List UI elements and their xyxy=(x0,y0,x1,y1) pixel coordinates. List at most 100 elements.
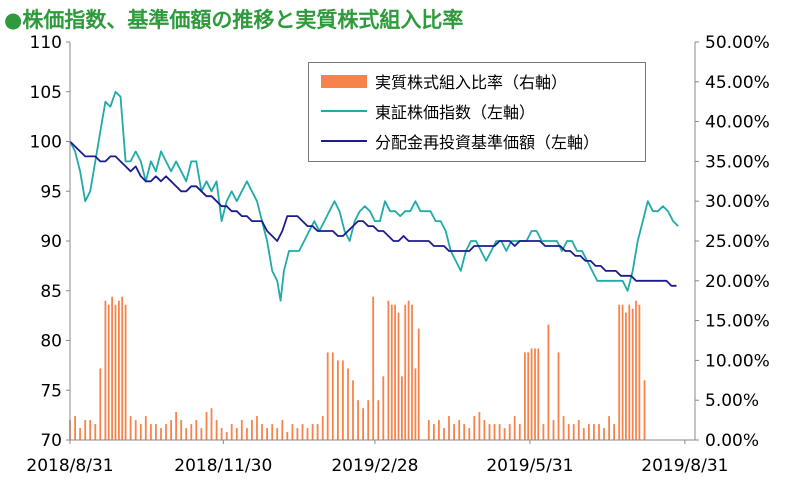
bar-118 xyxy=(631,308,634,440)
legend-swatch-bar xyxy=(321,74,367,88)
bar-106 xyxy=(577,420,580,440)
legend-swatch-topix xyxy=(321,110,367,112)
bar-77 xyxy=(438,420,440,440)
bar-4 xyxy=(89,420,92,440)
bar-39 xyxy=(256,416,258,440)
bar-105 xyxy=(572,424,575,440)
bar-37 xyxy=(246,428,248,440)
bar-48 xyxy=(301,424,304,440)
bar-12 xyxy=(121,296,124,440)
y-right-label-3: 35.00% xyxy=(705,152,770,172)
bar-61 xyxy=(367,400,370,440)
legend-label-topix: 東証株価指数（左軸） xyxy=(375,103,536,122)
bar-91 xyxy=(508,424,511,440)
bar-79 xyxy=(448,416,450,440)
bar-32 xyxy=(220,428,223,440)
bar-96 xyxy=(530,348,533,440)
bar-115 xyxy=(621,304,624,440)
bar-30 xyxy=(210,408,213,440)
legend: 実質株式組入比率（右軸） 東証株価指数（左軸） 分配金再投資基準価額（左軸） xyxy=(308,62,646,162)
bar-35 xyxy=(235,428,238,440)
bar-73 xyxy=(414,368,417,440)
bar-16 xyxy=(139,424,142,440)
bar-7 xyxy=(104,300,107,440)
bar-101 xyxy=(552,420,555,440)
legend-label-equity-ratio: 実質株式組入比率（右軸） xyxy=(375,73,568,92)
y-left-label-6: 80 xyxy=(40,332,62,352)
bar-47 xyxy=(296,428,299,440)
bar-66 xyxy=(390,304,393,440)
y-left-label-8: 70 xyxy=(40,431,62,451)
bar-20 xyxy=(160,428,162,440)
bar-71 xyxy=(407,300,410,440)
bars-layer xyxy=(69,296,646,440)
bar-65 xyxy=(387,300,390,440)
bar-56 xyxy=(342,360,344,440)
bar-50 xyxy=(311,424,314,440)
bar-112 xyxy=(608,416,610,440)
y-right-label-4: 30.00% xyxy=(705,192,770,212)
bar-45 xyxy=(286,432,289,440)
x-label-2: 2019/2/28 xyxy=(331,456,418,476)
x-label-4: 2019/8/31 xyxy=(641,456,728,476)
bar-60 xyxy=(362,408,364,440)
y-left-label-1: 105 xyxy=(30,83,62,103)
bar-28 xyxy=(200,428,203,440)
bar-13 xyxy=(124,304,127,440)
bar-94 xyxy=(524,352,526,440)
topix-line xyxy=(69,90,679,302)
x-label-3: 2019/5/31 xyxy=(486,456,573,476)
y-right-label-8: 10.00% xyxy=(705,351,770,371)
bar-21 xyxy=(165,424,167,440)
bar-98 xyxy=(537,348,540,440)
bar-102 xyxy=(557,352,560,440)
bar-92 xyxy=(513,416,516,440)
bar-2 xyxy=(79,428,81,440)
bar-15 xyxy=(134,420,137,440)
y-left-label-0: 110 xyxy=(30,33,62,53)
bar-33 xyxy=(225,432,228,440)
bar-5 xyxy=(94,424,97,440)
bar-68 xyxy=(397,312,400,440)
bar-121 xyxy=(643,380,646,440)
bar-19 xyxy=(155,424,157,440)
y-right-label-10: 0.00% xyxy=(705,431,759,451)
bar-34 xyxy=(230,424,233,440)
bar-88 xyxy=(493,424,496,440)
bar-62 xyxy=(372,296,375,440)
bar-55 xyxy=(337,360,339,440)
bar-113 xyxy=(613,424,615,440)
bar-86 xyxy=(483,420,486,440)
bar-114 xyxy=(618,304,621,440)
bar-89 xyxy=(498,424,501,440)
bar-70 xyxy=(404,304,407,440)
legend-label-nav: 分配金再投資基準価額（左軸） xyxy=(375,133,600,152)
bar-46 xyxy=(291,424,294,440)
y-right-label-9: 5.00% xyxy=(705,391,759,411)
legend-swatch-nav xyxy=(321,140,367,142)
bar-85 xyxy=(478,412,481,440)
bar-31 xyxy=(215,420,218,440)
bar-74 xyxy=(417,328,420,440)
bar-8 xyxy=(107,304,110,440)
bar-69 xyxy=(401,376,403,440)
y-left-label-4: 90 xyxy=(40,232,62,252)
legend-item-nav: 分配金再投資基準価額（左軸） xyxy=(321,129,599,153)
y-right-label-1: 45.00% xyxy=(705,73,770,93)
bar-29 xyxy=(205,412,208,440)
bar-6 xyxy=(99,368,102,440)
bar-82 xyxy=(463,424,466,440)
bar-83 xyxy=(468,428,471,440)
bar-54 xyxy=(331,352,334,440)
bar-109 xyxy=(593,424,595,440)
bar-67 xyxy=(394,304,396,440)
bar-3 xyxy=(84,420,87,440)
bar-120 xyxy=(638,304,641,440)
bar-23 xyxy=(175,412,177,440)
bar-49 xyxy=(306,428,309,440)
y-left-label-3: 95 xyxy=(40,182,62,202)
y-right-label-0: 50.00% xyxy=(705,33,770,53)
bar-116 xyxy=(625,312,627,440)
